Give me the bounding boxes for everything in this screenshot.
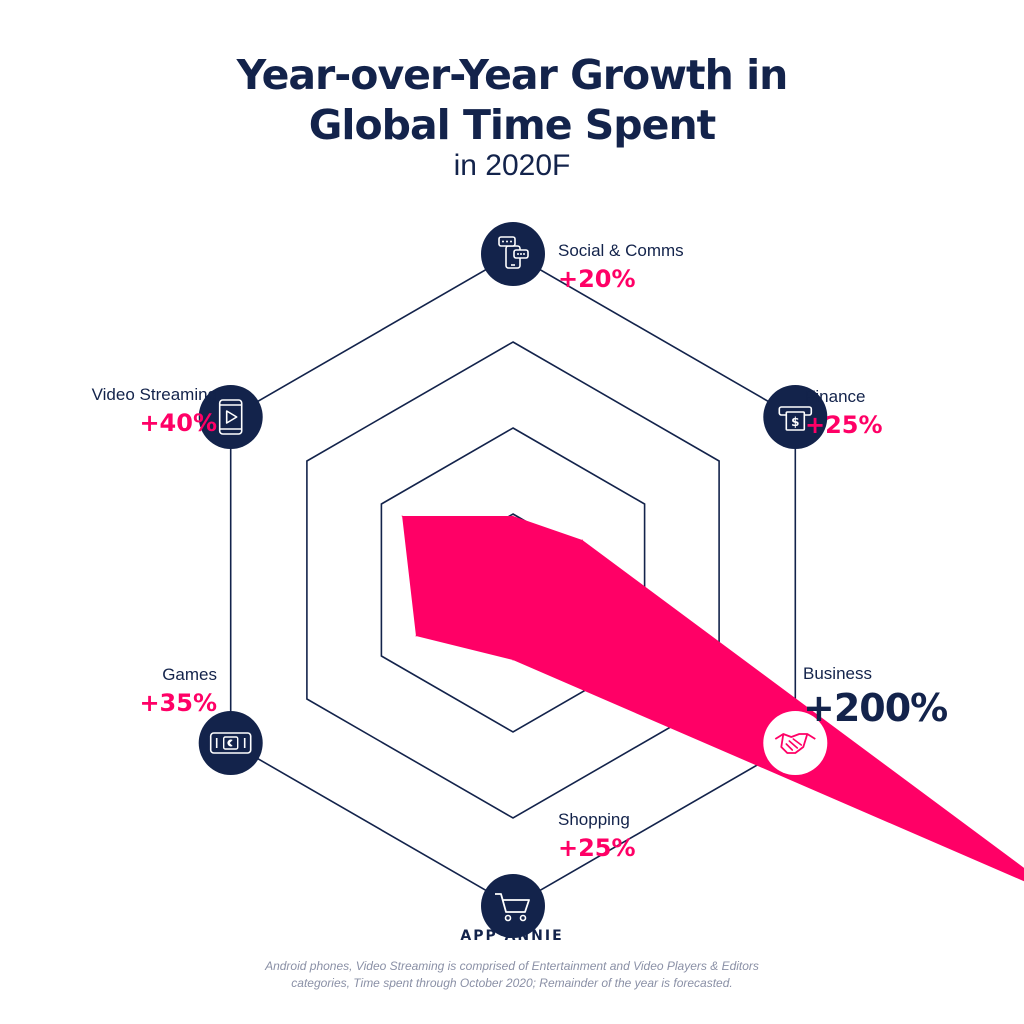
svg-text:$: $ — [791, 415, 799, 429]
category-label: Business — [803, 664, 872, 683]
data-label: +40% — [139, 409, 217, 437]
grid-ring-3 — [380, 427, 646, 733]
node-circle — [481, 222, 545, 286]
data-label: +35% — [139, 689, 217, 717]
node-finance: $ — [763, 385, 828, 449]
footnote: Android phones, Video Streaming is compr… — [265, 959, 759, 990]
category-nodes: $ — [198, 222, 828, 938]
chart-title: Year-over-Year Growth in Global Time Spe… — [0, 50, 1024, 150]
category-label: Games — [162, 665, 217, 684]
data-label: +25% — [805, 411, 883, 439]
category-label: Social & Comms — [558, 241, 684, 260]
atm-cash-icon: $ — [778, 406, 813, 431]
data-label: +20% — [558, 265, 636, 293]
title-line-1: Year-over-Year Growth in — [236, 51, 789, 99]
data-label: +25% — [558, 834, 636, 862]
node-circle — [763, 711, 828, 775]
data-label: +200% — [803, 686, 947, 730]
data-point-4 — [415, 635, 417, 637]
brand-name: APP ANNIE — [460, 928, 564, 944]
series-area — [402, 516, 1024, 882]
data-point-1 — [581, 539, 583, 541]
title-line-2: Global Time Spent — [308, 101, 717, 149]
radar-series — [401, 515, 1024, 882]
node-circle — [198, 385, 263, 449]
node-business — [763, 711, 828, 775]
category-label: Finance — [805, 387, 865, 406]
node-social-comms — [481, 222, 545, 286]
chart-subtitle: in 2020F — [453, 149, 571, 182]
chat-bubbles-phone-icon — [498, 236, 529, 269]
data-point-3 — [512, 659, 514, 661]
node-games — [198, 711, 263, 775]
shopping-cart-icon — [495, 893, 530, 922]
node-circle — [481, 874, 545, 938]
category-label: Video Streaming — [92, 385, 217, 404]
node-circle — [198, 711, 263, 775]
category-labels: Social & Comms +20% Finance +25% Business +20… — [92, 241, 949, 862]
data-point-5 — [401, 515, 403, 517]
node-shopping — [481, 874, 545, 938]
gamepad-phone-icon — [209, 732, 252, 754]
category-label: Shopping — [558, 810, 630, 829]
handshake-icon — [774, 733, 816, 754]
data-point-0 — [512, 515, 514, 517]
node-video-streaming — [198, 385, 263, 449]
video-play-phone-icon — [218, 399, 243, 435]
grid-ring-2 — [306, 341, 720, 819]
